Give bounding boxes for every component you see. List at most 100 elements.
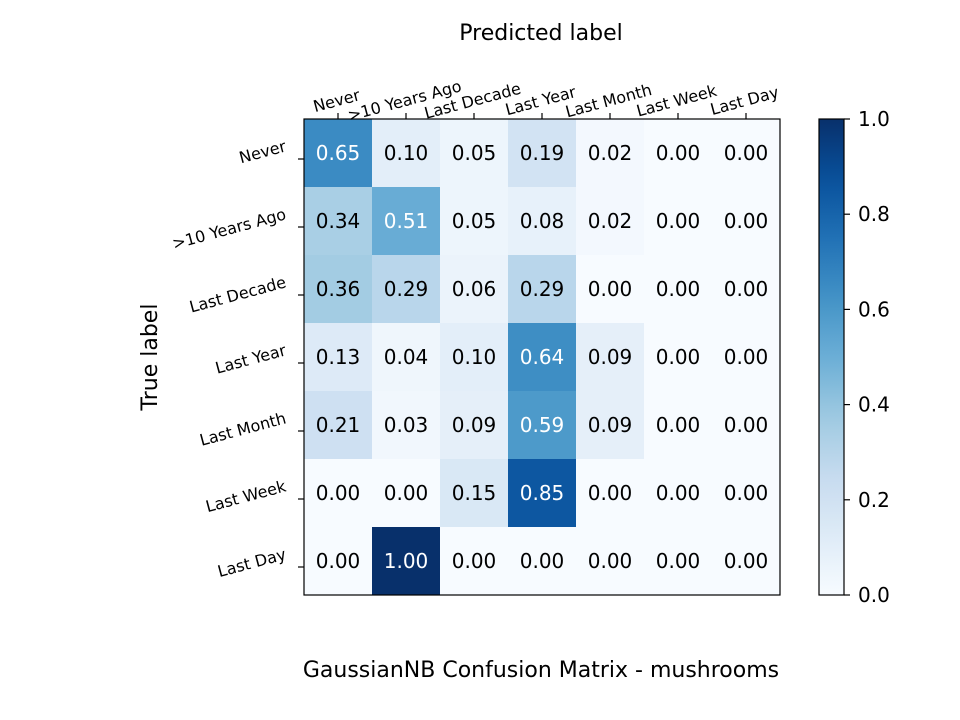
cell-value-label: 0.00 [656,141,701,165]
cell-value-label: 0.09 [588,345,633,369]
matrix-cell [508,459,576,527]
cell-value-label: 0.00 [724,481,769,505]
cell-value-label: 0.00 [656,413,701,437]
cell-value-label: 0.00 [656,549,701,573]
matrix-cell [644,459,712,527]
y-tick-label: Last Week [204,476,289,516]
cell-value-label: 0.00 [588,549,633,573]
matrix-cell [712,459,780,527]
matrix-cell [304,119,372,187]
cell-value-label: 0.00 [588,277,633,301]
matrix-cell [372,119,440,187]
cell-value-label: 0.65 [316,141,361,165]
cell-value-label: 0.00 [656,209,701,233]
matrix-cell [304,459,372,527]
cell-value-label: 0.02 [588,141,633,165]
cell-value-label: 0.00 [724,277,769,301]
matrix-cell [576,255,644,323]
matrix-cell [372,527,440,595]
matrix-cell [712,255,780,323]
y-tick-label: Never [237,136,288,167]
matrix-cell [712,527,780,595]
colorbar [818,118,845,596]
matrix-cell [372,255,440,323]
matrix-cell [372,323,440,391]
colorbar-tick-label: 0.4 [858,393,890,417]
colorbar-ticks: 0.0 0.2 0.4 0.6 0.8 1.0 [844,107,890,607]
cell-value-labels: 0.65 0.10 0.05 0.19 0.02 0.00 0.00 0.34 0.51 0.05… [316,141,769,573]
cell-value-label: 0.19 [520,141,565,165]
cell-value-label: 0.00 [724,345,769,369]
matrix-cell [304,255,372,323]
y-tick-label: Last Month [198,409,288,450]
y-tick-label: >10 Years Ago [170,205,288,254]
colorbar-tick-label: 1.0 [858,107,890,131]
colorbar-tick-label: 0.0 [858,583,890,607]
matrix-cell [576,459,644,527]
matrix-cell [712,391,780,459]
cell-value-label: 0.00 [724,549,769,573]
colorbar-tick-label: 0.2 [858,488,890,512]
cell-value-label: 0.36 [316,277,361,301]
matrix-cell [644,323,712,391]
chart-title: GaussianNB Confusion Matrix - mushrooms [303,658,779,683]
matrix-cell [508,255,576,323]
matrix-cells [304,119,780,595]
cell-value-label: 0.00 [724,209,769,233]
cell-value-label: 0.02 [588,209,633,233]
colorbar-tick-label: 0.8 [858,202,890,226]
cell-value-label: 0.08 [520,209,565,233]
cell-value-label: 0.00 [520,549,565,573]
cell-value-label: 0.59 [520,413,565,437]
cell-value-label: 0.00 [384,481,429,505]
matrix-cell [712,187,780,255]
matrix-cell [576,391,644,459]
cell-value-label: 0.00 [724,413,769,437]
cell-value-label: 0.29 [384,277,429,301]
cell-value-label: 0.34 [316,209,361,233]
matrix-cell [440,391,508,459]
cell-value-label: 0.00 [588,481,633,505]
cell-value-label: 0.85 [520,481,565,505]
cell-value-label: 0.05 [452,141,497,165]
matrix-cell [644,391,712,459]
matrix-cell [508,527,576,595]
matrix-cell [440,255,508,323]
matrix-cell [304,187,372,255]
y-tick-label: Last Year [213,340,288,377]
matrix-cell [372,459,440,527]
cell-value-label: 0.05 [452,209,497,233]
cell-value-label: 0.00 [724,141,769,165]
matrix-cell [508,391,576,459]
cell-value-label: 0.00 [316,481,361,505]
y-tick-label: Last Day [215,545,288,581]
matrix-cell [508,323,576,391]
cell-value-label: 0.21 [316,413,361,437]
matrix-cell [576,527,644,595]
matrix-cell [304,323,372,391]
cell-value-label: 0.09 [588,413,633,437]
matrix-cell [440,187,508,255]
matrix-cell [644,187,712,255]
matrix-cell [712,119,780,187]
matrix-cell [644,119,712,187]
cell-value-label: 0.00 [452,549,497,573]
matrix-cell [644,255,712,323]
matrix-cell [576,323,644,391]
matrix-cell [372,187,440,255]
matrix-cell [644,527,712,595]
matrix-cell [440,119,508,187]
matrix-cell [576,119,644,187]
cell-value-label: 0.09 [452,413,497,437]
cell-value-label: 0.10 [452,345,497,369]
cell-value-label: 0.00 [656,277,701,301]
y-tick-label: Last Decade [187,273,288,317]
y-axis-label: True label [138,304,163,412]
cell-value-label: 0.29 [520,277,565,301]
cell-value-label: 0.00 [656,481,701,505]
cell-value-label: 0.51 [384,209,429,233]
cell-value-label: 0.04 [384,345,429,369]
matrix-cell [508,187,576,255]
